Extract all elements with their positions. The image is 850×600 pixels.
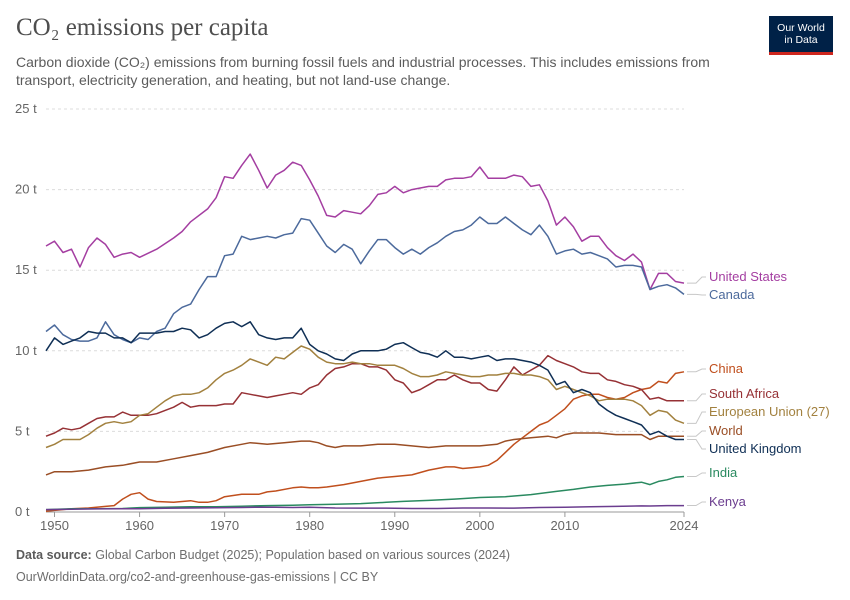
source-link[interactable]: OurWorldinData.org/co2-and-greenhouse-ga…	[16, 570, 379, 584]
series-label: China	[709, 361, 744, 376]
x-tick-label: 1980	[295, 518, 324, 533]
x-tick-label: 2010	[550, 518, 579, 533]
data-source-text: Global Carbon Budget (2025); Population …	[95, 548, 511, 562]
label-connector	[687, 368, 706, 373]
series-label: South Africa	[709, 386, 780, 401]
x-tick-label: 1970	[210, 518, 239, 533]
label-connector	[687, 411, 706, 424]
y-tick-label: 5 t	[15, 423, 30, 438]
y-tick-label: 15 t	[15, 262, 37, 277]
series-label: Canada	[709, 287, 755, 302]
x-tick-label: 2000	[465, 518, 494, 533]
data-source: Data source: Global Carbon Budget (2025)…	[16, 548, 510, 562]
logo-line-2: in Data	[784, 34, 818, 46]
series-label: United States	[709, 269, 788, 284]
x-axis: 1950 1960 1970 1980 1990 2000 2010 2024	[40, 512, 698, 533]
y-gridlines	[46, 108, 684, 513]
label-connector	[687, 438, 706, 450]
series-label: World	[709, 423, 743, 438]
series-line	[45, 504, 684, 511]
label-connector	[687, 472, 706, 478]
y-tick-label: 20 t	[15, 182, 37, 197]
x-tick-label: 1950	[40, 518, 69, 533]
series-line	[45, 321, 684, 441]
label-connector	[687, 393, 706, 402]
data-source-label: Data source:	[16, 548, 92, 562]
chart-title: CO₂ emissions per capita	[16, 14, 269, 41]
y-axis: 0 t 5 t 10 t 15 t 20 t 25 t	[15, 101, 37, 519]
label-connector	[687, 430, 706, 437]
series-label: Kenya	[709, 494, 747, 509]
x-tick-label: 2024	[670, 518, 699, 533]
series-line	[45, 354, 684, 437]
owid-logo[interactable]: Our World in Data	[769, 16, 833, 55]
series-line	[45, 153, 685, 291]
series-label: European Union (27)	[709, 404, 830, 419]
series-lines	[45, 153, 685, 512]
series-labels: United States Canada China South Africa Euro…	[687, 269, 830, 509]
series-line	[45, 432, 684, 476]
x-tick-label: 1990	[380, 518, 409, 533]
logo-line-1: Our World	[777, 22, 825, 34]
x-tick-label: 1960	[125, 518, 154, 533]
label-connector	[687, 276, 706, 284]
series-line	[45, 371, 685, 512]
series-line	[45, 216, 685, 344]
y-tick-label: 25 t	[15, 101, 37, 116]
label-connector	[687, 293, 706, 296]
y-tick-label: 10 t	[15, 343, 37, 358]
label-connector	[687, 501, 706, 507]
series-line	[45, 475, 685, 511]
chart-subtitle: Carbon dioxide (CO₂) emissions from burn…	[16, 54, 710, 88]
series-label: India	[709, 465, 738, 480]
line-chart: 0 t5 t10 t15 t20 t25 t 1950 1960 1970 1980 1…	[15, 101, 830, 533]
y-tick-label: 0 t	[15, 504, 30, 519]
series-label: United Kingdom	[709, 441, 802, 456]
